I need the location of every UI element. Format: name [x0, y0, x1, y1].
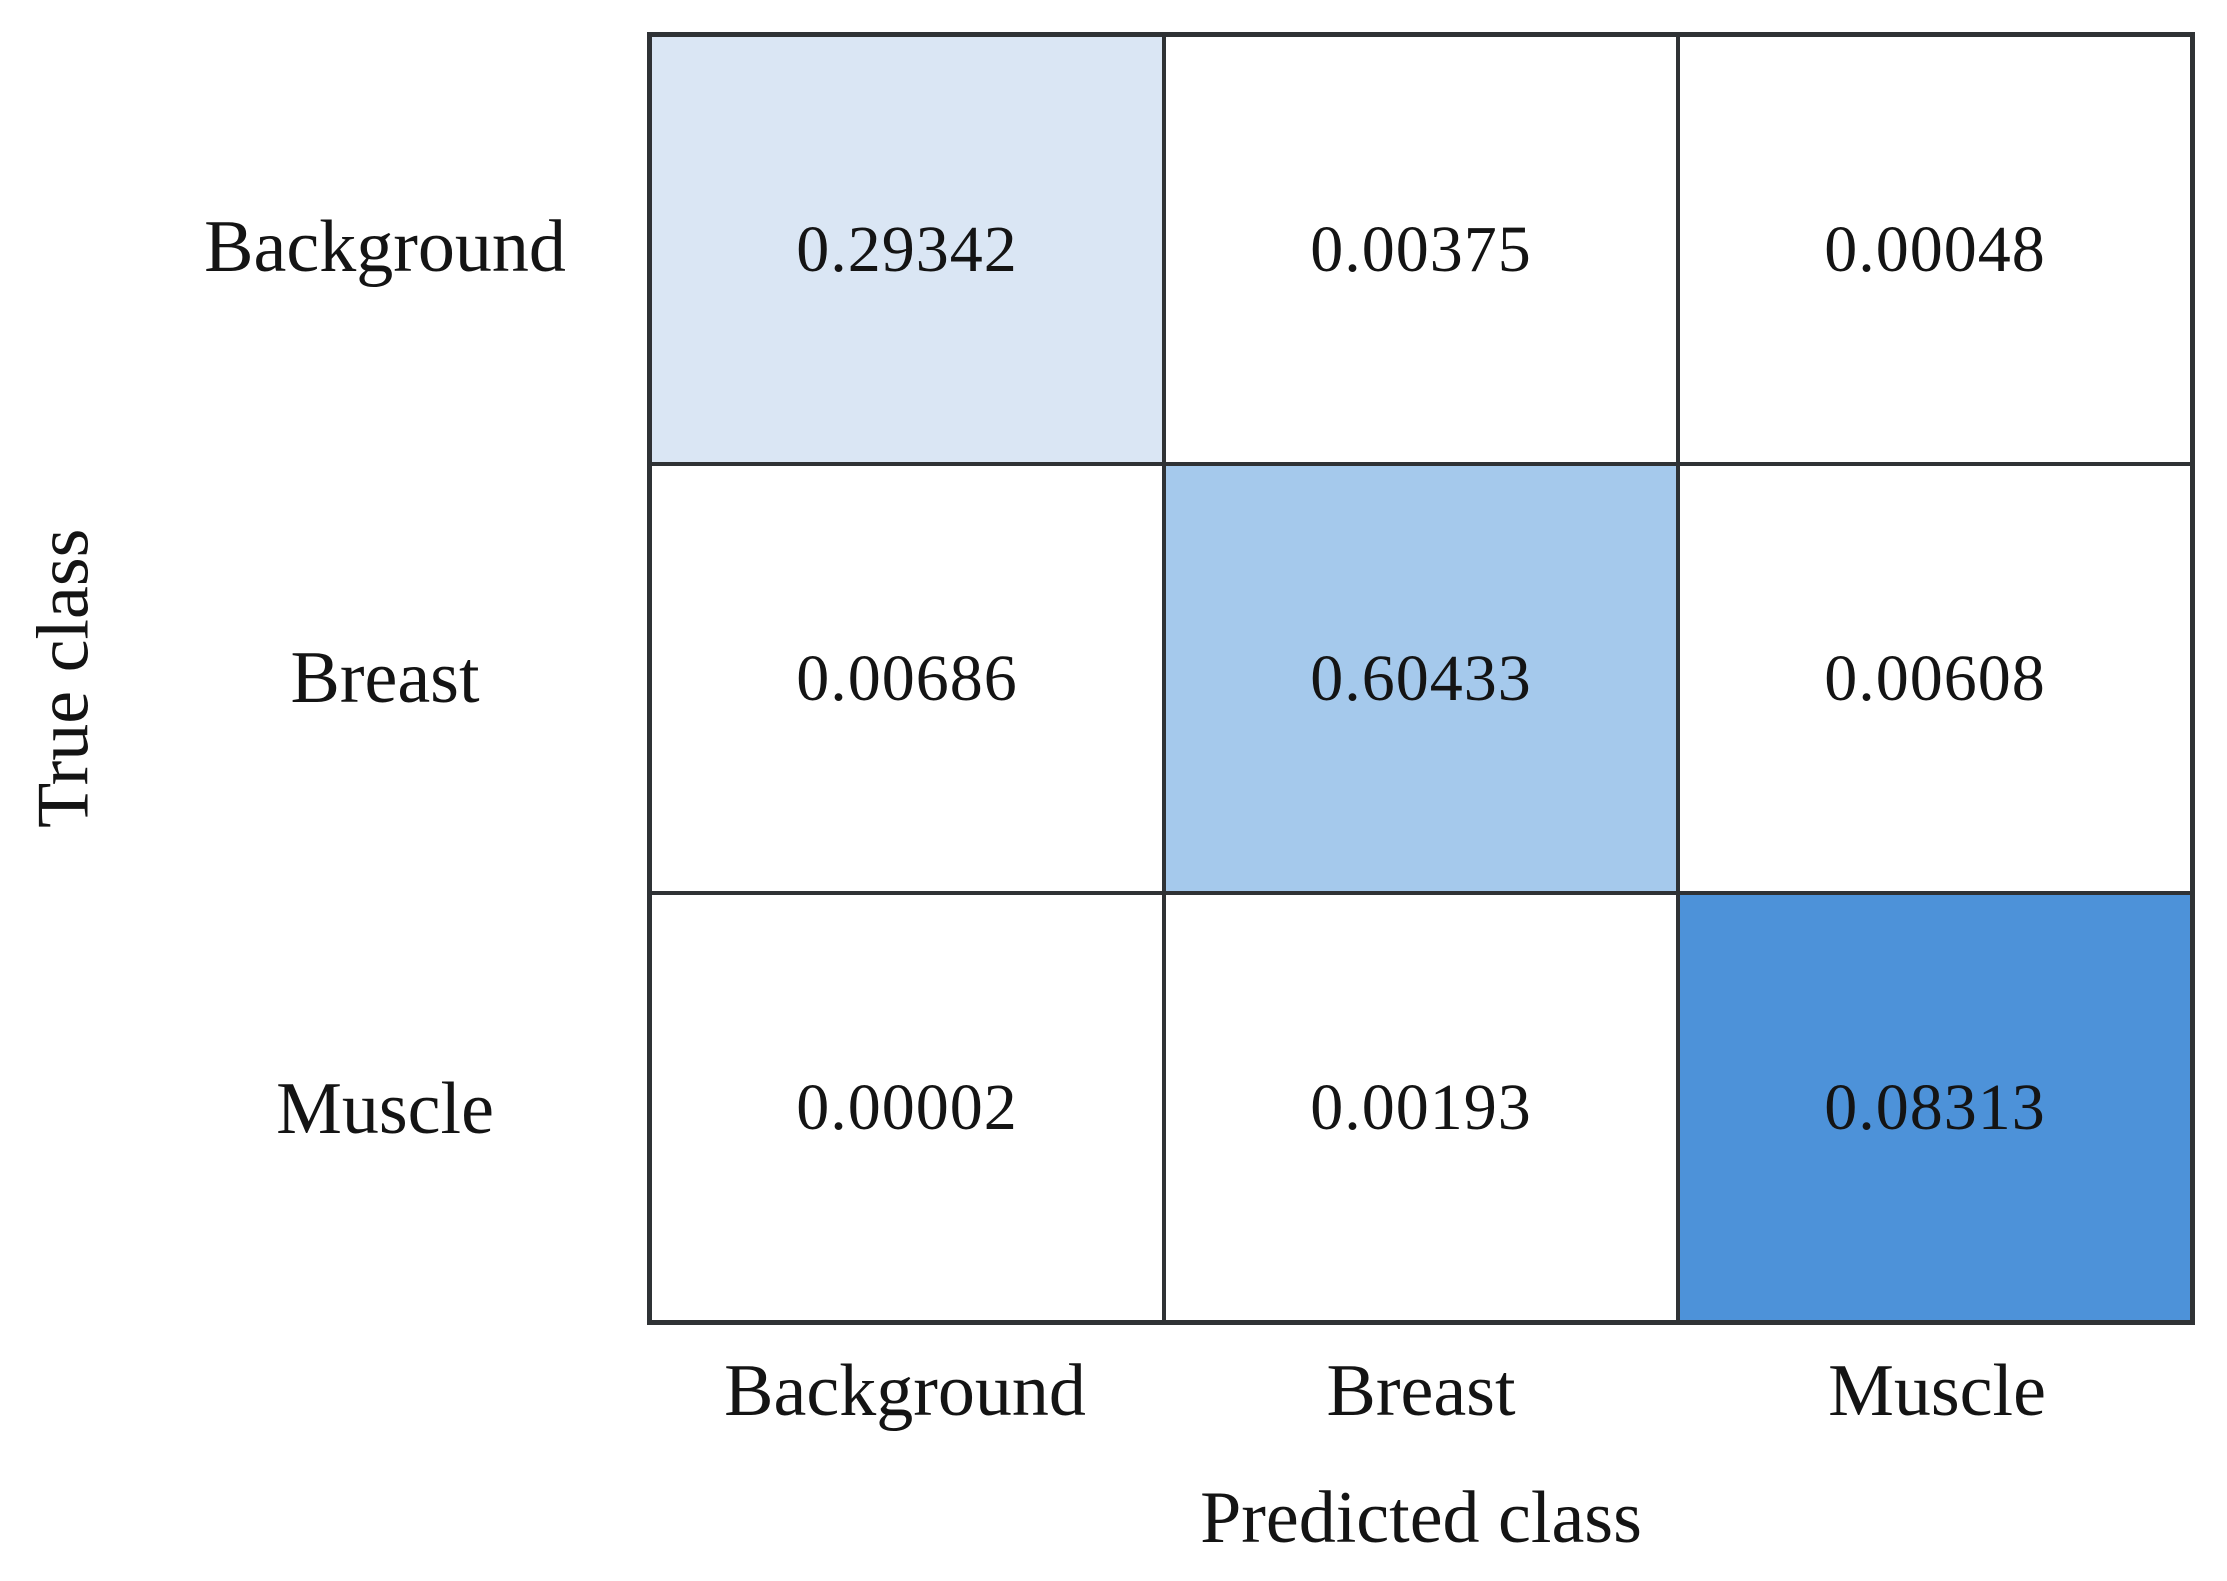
row-label-background: Background: [204, 206, 566, 288]
matrix-cell: 0.00002: [650, 893, 1164, 1322]
matrix-cell: 0.00686: [650, 464, 1164, 893]
col-label-background: Background: [724, 1349, 1086, 1432]
y-axis-tick-labels: Background Breast Muscle: [150, 32, 620, 1325]
matrix-cell: 0.60433: [1164, 464, 1678, 893]
x-axis-tick-labels: Background Breast Muscle: [647, 1332, 2195, 1450]
matrix-cell: 0.00375: [1164, 35, 1678, 464]
confusion-matrix-grid: 0.29342 0.00375 0.00048 0.00686 0.60433 …: [647, 32, 2195, 1325]
col-label-muscle: Muscle: [1828, 1349, 2046, 1432]
col-label-breast: Breast: [1326, 1349, 1516, 1432]
row-label-muscle: Muscle: [276, 1068, 494, 1150]
matrix-cell: 0.00193: [1164, 893, 1678, 1322]
y-axis-title: True class: [22, 528, 105, 829]
x-axis-title: Predicted class: [1200, 1476, 1642, 1559]
row-label-breast: Breast: [290, 637, 480, 719]
matrix-cell: 0.29342: [650, 35, 1164, 464]
matrix-cell: 0.08313: [1678, 893, 2192, 1322]
matrix-cell: 0.00048: [1678, 35, 2192, 464]
matrix-cell: 0.00608: [1678, 464, 2192, 893]
